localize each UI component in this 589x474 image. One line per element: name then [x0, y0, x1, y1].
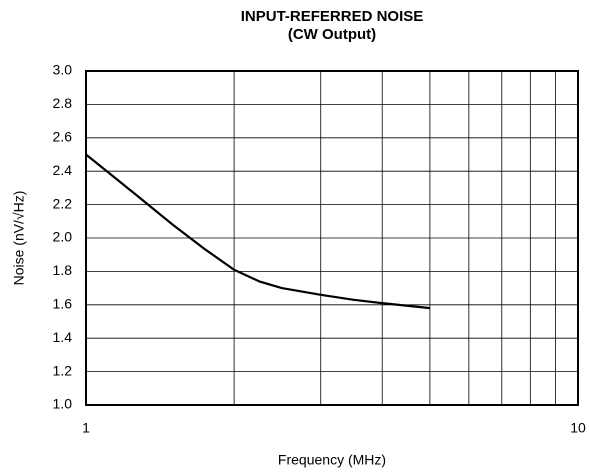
- y-tick-label: 1.0: [53, 396, 73, 412]
- chart-subtitle: (CW Output): [288, 26, 376, 43]
- plot-frame: [85, 70, 579, 406]
- y-tick-label: 2.8: [53, 95, 73, 111]
- y-tick-label: 2.2: [53, 195, 73, 211]
- chart-title: INPUT-REFERRED NOISE: [241, 8, 424, 25]
- y-tick-label: 1.2: [53, 362, 73, 378]
- y-tick-label: 1.8: [53, 262, 73, 278]
- x-axis-label: Frequency (MHz): [278, 452, 386, 468]
- y-tick-label: 1.6: [53, 296, 73, 312]
- y-tick-label: 3.0: [53, 62, 73, 78]
- y-tick-label: 2.4: [53, 162, 73, 178]
- x-tick-label: 10: [570, 420, 586, 436]
- y-tick-label: 2.6: [53, 129, 73, 145]
- line-series: [85, 153, 431, 310]
- y-axis-label: Noise (nV/√Hz): [11, 191, 27, 286]
- y-tick-label: 1.4: [53, 329, 73, 345]
- x-tick-label: 1: [82, 420, 90, 436]
- y-tick-label: 2.0: [53, 229, 73, 245]
